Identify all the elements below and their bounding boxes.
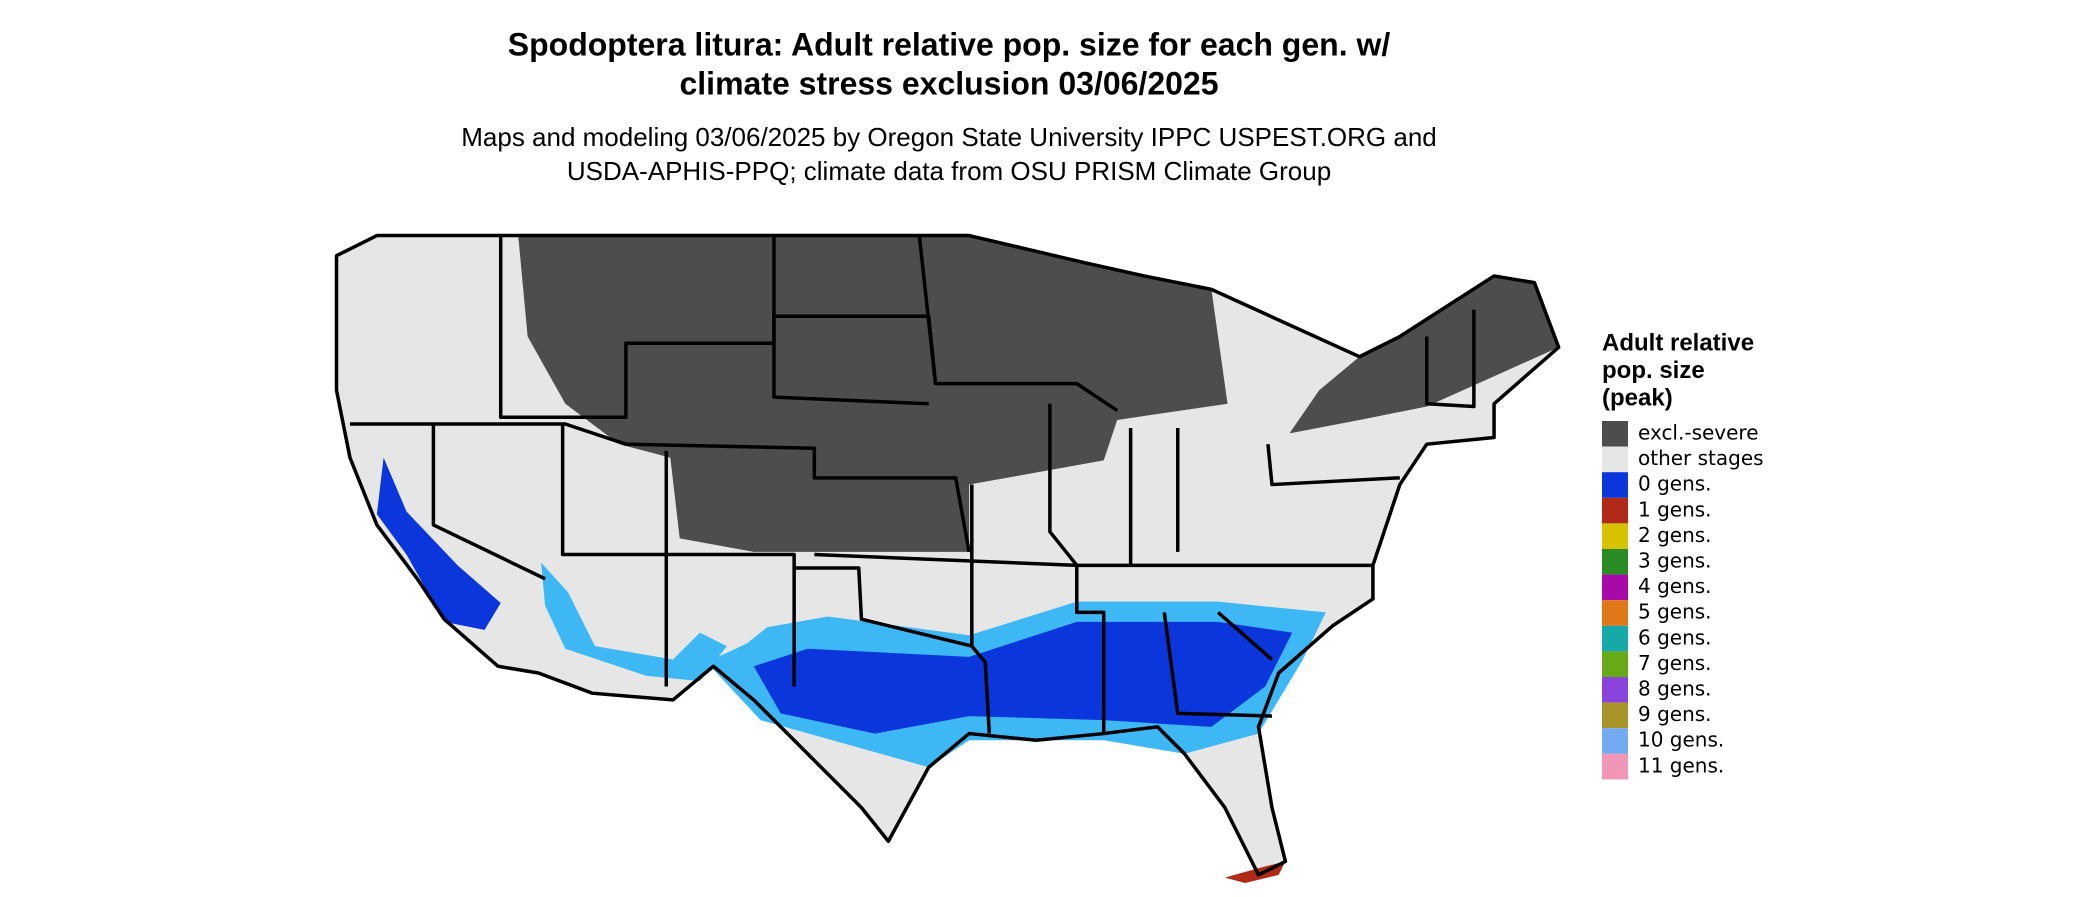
subtitle: Maps and modeling 03/06/2025 by Oregon S…: [461, 122, 1437, 152]
border: [1216, 611, 1274, 661]
legend-swatch: [1602, 651, 1628, 677]
title: climate stress exclusion 03/06/2025: [679, 65, 1218, 101]
legend-label: 2 gens.: [1638, 523, 1712, 547]
legend-label: 4 gens.: [1638, 574, 1712, 598]
legend-swatch: [1602, 549, 1628, 575]
border: [794, 566, 992, 734]
legend-label: 9 gens.: [1638, 702, 1712, 726]
us-map: [334, 233, 1561, 883]
legend-swatch: [1602, 677, 1628, 703]
legend-swatch: [1602, 625, 1628, 652]
excluded-northeast: [1289, 275, 1559, 434]
legend-title: pop. size: [1602, 357, 1705, 384]
border: [560, 423, 796, 687]
legend-label: other stages: [1638, 446, 1764, 470]
legend-title: Adult relative: [1602, 329, 1754, 356]
excluded-north: [518, 235, 1228, 552]
legend-swatch: [1602, 728, 1628, 754]
legend-label: 0 gens.: [1638, 472, 1712, 496]
legend-label: excl.-severe: [1638, 421, 1759, 445]
legend-label: 6 gens.: [1638, 625, 1712, 649]
legend-label: 10 gens.: [1638, 728, 1724, 752]
legend-swatch: [1602, 472, 1628, 498]
legend-label: 1 gens.: [1638, 497, 1712, 521]
legend-swatch: [1602, 446, 1628, 473]
legend-label: 11 gens.: [1638, 753, 1724, 777]
border: [772, 343, 929, 406]
border: [349, 422, 971, 553]
legend-swatch: [1602, 574, 1628, 601]
border: [917, 235, 1119, 412]
range-0-gens: [753, 621, 1293, 734]
border: [1266, 444, 1400, 487]
legend-swatch: [1602, 523, 1628, 549]
florida-keys: [1224, 861, 1286, 883]
legend-label: 3 gens.: [1638, 549, 1712, 573]
title: Spodoptera litura: Adult relative pop. s…: [508, 26, 1391, 62]
border: [772, 314, 938, 384]
legend-swatch: [1602, 497, 1628, 524]
range-california: [376, 457, 501, 630]
border: [1162, 612, 1273, 718]
border: [1048, 403, 1106, 734]
legend-title: (peak): [1602, 384, 1673, 411]
legend-swatch: [1602, 421, 1628, 447]
border: [1425, 309, 1476, 409]
range-arizona: [541, 562, 727, 682]
border: [431, 423, 546, 581]
legend-label: 7 gens.: [1638, 651, 1712, 675]
subtitle: USDA-APHIS-PPQ; climate data from OSU PR…: [567, 156, 1331, 186]
legend-swatch: [1602, 702, 1628, 729]
state-borders: [334, 233, 1561, 877]
legend-label: 8 gens.: [1638, 677, 1712, 701]
legend-label: 5 gens.: [1638, 600, 1712, 624]
legend-swatch: [1602, 600, 1628, 626]
us-outline: [334, 233, 1561, 877]
legend-swatch: [1602, 753, 1628, 780]
